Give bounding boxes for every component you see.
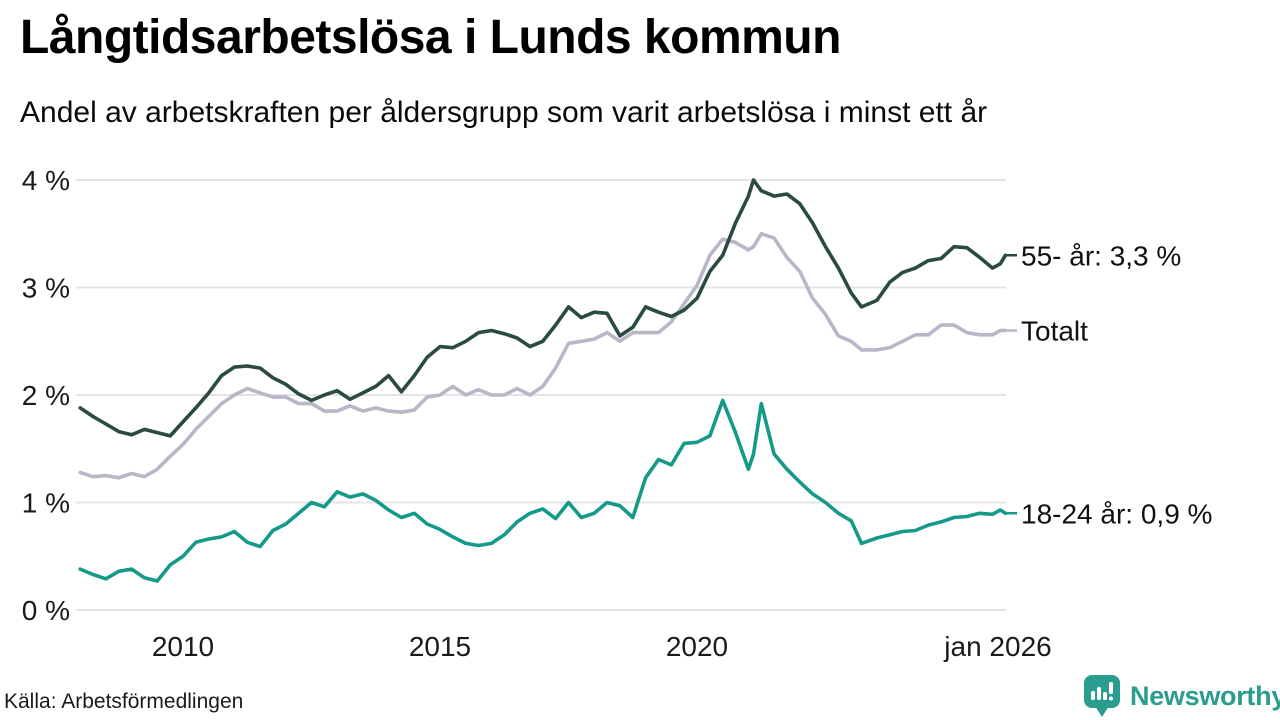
y-tick-label: 1 %	[22, 488, 70, 519]
series-line-55- år	[78, 178, 1008, 438]
x-tick-label: 2020	[666, 631, 728, 662]
y-tick-label: 3 %	[22, 273, 70, 304]
newsworthy-bar-chart-icon	[1083, 674, 1121, 718]
x-tick-label: 2010	[152, 631, 214, 662]
y-tick-label: 2 %	[22, 380, 70, 411]
x-tick-label: 2015	[409, 631, 471, 662]
series-end-label: Totalt	[1021, 316, 1088, 347]
series-line-Totalt	[78, 232, 1008, 480]
series-line-18-24 år	[78, 398, 1008, 583]
series-group	[78, 178, 1008, 583]
series-end-label: 55- år: 3,3 %	[1021, 240, 1181, 271]
y-tick-label: 0 %	[22, 595, 70, 626]
gridlines-group	[76, 179, 1006, 611]
source-caption: Källa: Arbetsförmedlingen	[4, 690, 244, 713]
series-end-label: 18-24 år: 0,9 %	[1021, 498, 1212, 529]
end-labels-group: 55- år: 3,3 % Totalt 18-24 år: 0,9 %	[1006, 240, 1212, 529]
x-tick-label: jan 2026	[943, 631, 1051, 662]
axis-ticks-group: 0 % 1 % 2 % 3 % 4 % 2010 2015 2020 jan 2026	[22, 165, 1052, 662]
newsworthy-logo[interactable]: Newsworthy	[1083, 674, 1280, 718]
newsworthy-wordmark: Newsworthy	[1130, 680, 1280, 711]
y-tick-label: 4 %	[22, 165, 70, 196]
page-title: Långtidsarbetslösa i Lunds kommun	[20, 11, 841, 64]
chart-subtitle: Andel av arbetskraften per åldersgrupp s…	[20, 96, 988, 129]
